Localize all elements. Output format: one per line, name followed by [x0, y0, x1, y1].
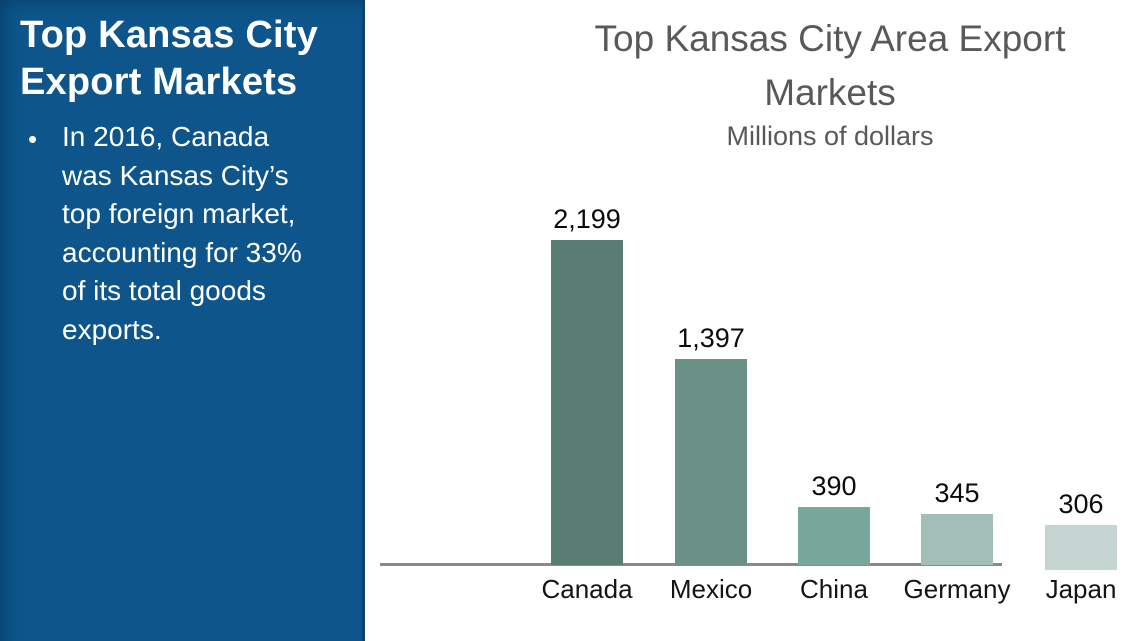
sidebar-title: Top Kansas City Export Markets: [20, 12, 318, 106]
bullet-icon: •: [28, 124, 38, 154]
text-line: In 2016, Canada: [62, 121, 270, 152]
text-line: Export Markets: [20, 61, 298, 103]
bar-chart-plot: 2,199 Canada 1,397 Mexico 390 China 345 Germany…: [365, 0, 1140, 641]
category-label-japan: Japan: [1045, 574, 1117, 604]
category-label-mexico: Mexico: [669, 574, 753, 604]
chart-title-lines: Top Kansas City Area Export Markets: [520, 12, 1140, 120]
bar-germany: [921, 514, 993, 565]
text-line: top foreign market,: [62, 198, 296, 229]
bar-japan: [1045, 525, 1117, 570]
bar-canada: [551, 240, 623, 565]
category-label-china: China: [800, 574, 868, 604]
sidebar-bullet-text: In 2016, Canada was Kansas City’s top fore…: [62, 118, 360, 349]
text-line: accounting for 33%: [62, 236, 302, 268]
text-line: was Kansas City’s: [62, 159, 289, 191]
category-label-canada: Canada: [541, 574, 633, 604]
chart-title: Top Kansas City Area Export Markets Milli…: [520, 12, 1140, 152]
bar-value-label: 345: [934, 478, 980, 508]
bar-value-label: 306: [1058, 489, 1104, 519]
bar-mexico: [675, 359, 747, 565]
bar-china: [798, 507, 870, 565]
text-line: Markets: [764, 72, 896, 113]
bar-value-label: 2,199: [553, 204, 621, 234]
chart-area: Top Kansas City Area Export Markets Milli…: [365, 0, 1140, 641]
text-line: of its total goods: [62, 275, 266, 306]
sidebar: Top Kansas City Export Markets • In 2016,…: [0, 0, 365, 641]
text-line: exports.: [62, 313, 162, 345]
chart-subtitle: Millions of dollars: [726, 121, 934, 151]
bar-value-label: 1,397: [677, 323, 745, 353]
text-line: Top Kansas City Area Export: [594, 18, 1066, 59]
category-label-germany: Germany: [903, 574, 1011, 604]
bar-value-label: 390: [811, 471, 857, 501]
sidebar-bullet-item: • In 2016, Canada was Kansas City’s top fo…: [0, 118, 360, 349]
text-line: Top Kansas City: [20, 14, 318, 56]
